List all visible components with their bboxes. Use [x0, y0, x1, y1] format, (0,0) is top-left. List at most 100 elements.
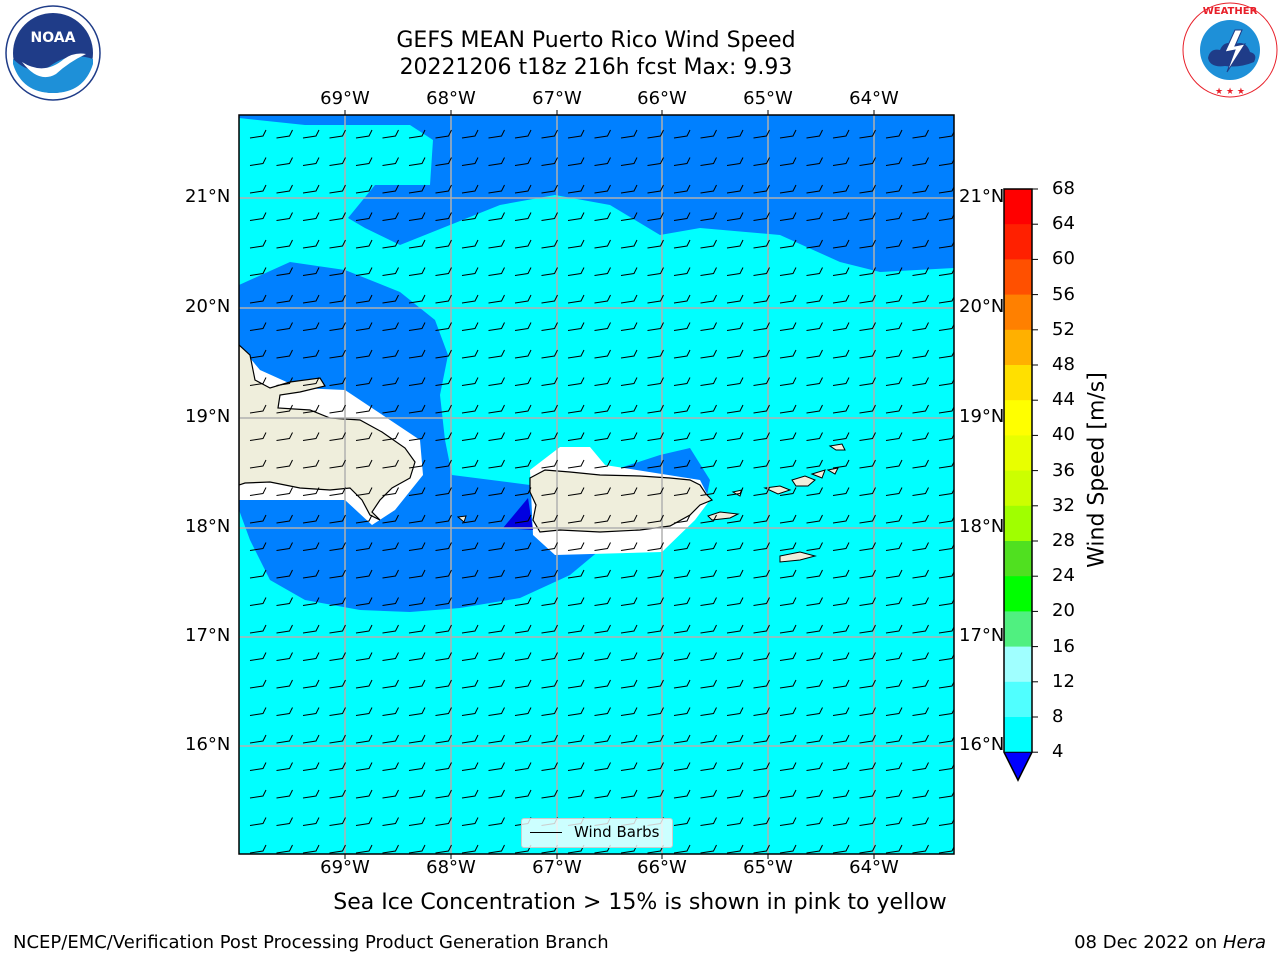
lon-label-bottom-69w: 69°W — [320, 857, 370, 878]
wind-barb — [859, 157, 876, 166]
wind-barb — [408, 569, 426, 579]
wind-barb — [885, 569, 903, 579]
colorbar-extend-arrow — [1003, 751, 1033, 782]
wind-barb — [541, 322, 558, 331]
wind-barb — [938, 460, 954, 469]
wind-barb — [859, 762, 876, 771]
wind-barb — [249, 514, 267, 524]
wind-barb — [594, 762, 611, 771]
wind-barb — [938, 405, 954, 414]
wind-barb — [700, 734, 717, 744]
wind-barb — [382, 734, 399, 744]
wind-barb — [726, 707, 744, 716]
wind-barb — [726, 597, 744, 606]
wind-barb — [435, 157, 452, 166]
wind-barb — [329, 184, 346, 194]
wind-barb — [700, 322, 717, 331]
colorbar-segment — [1004, 505, 1032, 542]
colorbar-tick-label: 56 — [1052, 283, 1075, 305]
wind-barb — [806, 322, 823, 331]
wind-barb — [514, 459, 532, 469]
wind-barb — [779, 679, 797, 689]
wind-barb — [885, 707, 903, 716]
wind-barb — [249, 267, 267, 276]
wind-barb — [726, 377, 744, 386]
wind-barb — [249, 129, 267, 139]
wind-barb — [435, 569, 452, 579]
wind-barb — [832, 184, 850, 194]
lon-label-top-64w: 64°W — [849, 88, 899, 109]
wind-barb — [461, 294, 479, 304]
wind-barb — [435, 734, 452, 744]
wind-barb — [461, 349, 479, 359]
wind-barb — [673, 294, 691, 304]
wind-barb — [859, 404, 876, 414]
wind-barb — [647, 212, 664, 221]
wind-barb — [647, 239, 664, 249]
wind-barb — [673, 322, 691, 331]
wind-barb — [329, 129, 346, 139]
wind-barb — [647, 157, 664, 166]
wind-barb — [276, 679, 293, 689]
wind-barb — [488, 569, 505, 579]
wind-barb — [832, 514, 850, 524]
wind-barb — [912, 514, 929, 524]
wind-barb — [408, 322, 426, 331]
wind-barb — [567, 129, 585, 139]
wind-barb — [514, 212, 532, 221]
wind-barb — [726, 322, 744, 331]
wind-barb — [832, 734, 850, 744]
wind-barb — [700, 404, 717, 414]
wind-barb — [541, 707, 558, 716]
wind-barb — [832, 377, 850, 386]
wind-barb — [673, 569, 691, 579]
wind-barb — [435, 817, 452, 826]
wind-barb — [912, 652, 929, 661]
wind-barb — [647, 267, 664, 276]
wind-barb — [938, 185, 954, 194]
lat-label-right-20n: 20°N — [959, 296, 1005, 317]
wind-barb — [541, 267, 558, 276]
colorbar-tick-label: 52 — [1052, 318, 1075, 340]
wind-barb — [726, 817, 744, 826]
wind-barb — [541, 377, 558, 386]
wind-barbs — [249, 129, 954, 854]
wind-barb — [753, 707, 770, 716]
wind-barb — [885, 844, 903, 854]
wind-barb — [382, 239, 399, 249]
wind-barb — [435, 487, 452, 496]
colorbar-tick-label: 64 — [1052, 213, 1075, 235]
wind-barb — [885, 734, 903, 744]
wind-barb — [779, 762, 797, 771]
footer-date-text: 08 Dec 2022 on — [1074, 932, 1223, 953]
wind-barb — [514, 624, 532, 634]
wind-barb — [541, 157, 558, 166]
colorbar-segment — [1004, 259, 1032, 296]
wind-barb — [249, 597, 267, 606]
wind-barb — [408, 377, 426, 386]
wind-barb — [355, 459, 373, 469]
wind-barb — [302, 514, 320, 524]
wind-barb — [673, 734, 691, 744]
wind-barb — [302, 184, 320, 194]
wind-barb — [753, 349, 770, 359]
wind-barb — [408, 294, 426, 304]
wind-barb — [329, 734, 346, 744]
wind-barb — [885, 239, 903, 249]
wind-barb — [832, 762, 850, 771]
wind-barb — [514, 239, 532, 249]
wind-barb — [620, 267, 638, 276]
wind-barb — [567, 212, 585, 221]
wind-barb — [885, 157, 903, 166]
wind-barb — [753, 157, 770, 166]
wind-barb — [938, 268, 954, 276]
wind-barb — [673, 514, 691, 524]
wind-barb — [329, 212, 346, 221]
wind-barb — [461, 459, 479, 469]
wind-barb — [673, 624, 691, 634]
sea-ice-note: Sea Ice Concentration > 15% is shown in … — [333, 890, 947, 915]
wind-barb — [859, 514, 876, 524]
wind-barb — [408, 129, 426, 139]
wind-barb — [461, 322, 479, 331]
wind-barb — [408, 184, 426, 194]
